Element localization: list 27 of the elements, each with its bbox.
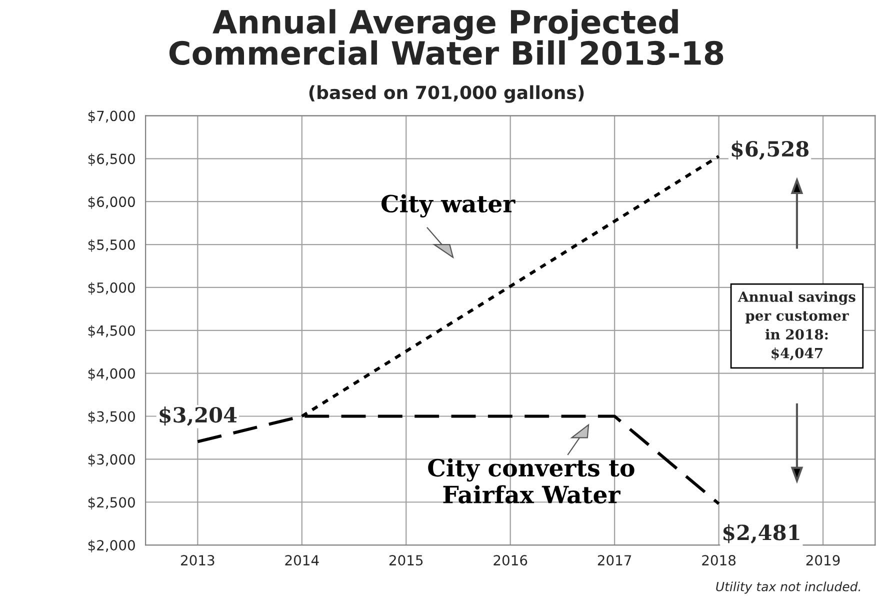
annotation: Annual savings per customer in 2018: $4,047 [738,291,856,360]
x-tick-label: 2018 [702,555,736,566]
y-tick-label: $4,000 [88,368,135,381]
y-tick-label: $3,500 [88,410,135,424]
x-tick-label: 2013 [181,555,214,566]
x-tick-label: 2016 [494,555,528,566]
chart-title: Annual Average Projected Commercial Water Bill 2013-18 [169,9,724,66]
y-tick-label: $2,000 [88,540,135,552]
data-label: $6,528 [732,140,809,160]
series-label: City converts to Fairfax Water [428,458,634,504]
x-tick-label: 2014 [285,555,319,566]
y-tick-label: $6,500 [88,153,135,166]
x-tick-label: 2019 [806,555,840,566]
y-tick-label: $3,000 [88,454,135,467]
text: City water [382,194,516,218]
y-tick-label: $6,000 [88,196,135,209]
data-label: $3,204 [160,406,237,426]
x-tick-label: 2017 [598,555,632,566]
y-tick-label: $5,500 [88,239,135,252]
chart-subtitle: (based on 701,000 gallons) [309,85,584,103]
y-tick-label: $5,000 [88,282,135,295]
data-label: $2,481 [723,524,800,544]
x-tick-label: 2015 [389,555,423,566]
y-tick-label: $2,500 [88,496,135,510]
y-tick-label: $4,500 [88,325,135,338]
y-tick-label: $7,000 [88,110,135,124]
text: Utility tax not included. [716,582,860,594]
